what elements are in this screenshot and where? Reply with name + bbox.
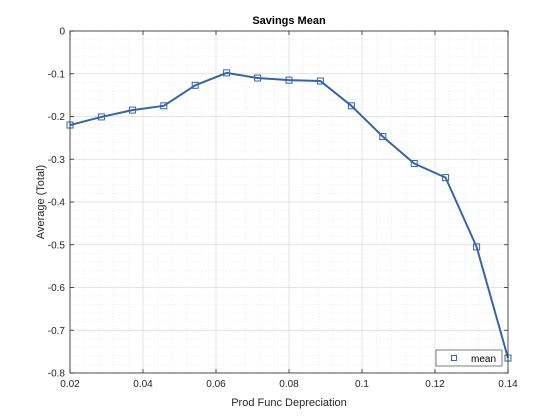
x-tick-label: 0.04 [133, 379, 153, 390]
y-tick-label: -0.8 [48, 369, 66, 380]
y-tick-label: -0.2 [48, 112, 66, 123]
y-axis-label: Average (Total) [35, 165, 47, 239]
chart-title: Savings Mean [252, 15, 326, 27]
x-axis-label: Prod Func Depreciation [231, 397, 347, 409]
x-tick-label: 0.08 [279, 379, 299, 390]
y-tick-label: -0.1 [48, 69, 66, 80]
x-tick-label: 0.06 [206, 379, 226, 390]
y-tick-label: -0.6 [48, 283, 66, 294]
y-tick-label: -0.7 [48, 326, 66, 337]
y-tick-label: 0 [59, 27, 65, 38]
x-tick-label: 0.14 [498, 379, 518, 390]
x-tick-label: 0.02 [60, 379, 80, 390]
x-tick-label: 0.1 [355, 379, 369, 390]
y-tick-labels: 0 -0.1 -0.2 -0.3 -0.4 -0.5 -0.6 -0.7 -0.8 [48, 27, 66, 380]
legend-label-mean: mean [471, 354, 496, 365]
x-tick-label: 0.12 [425, 379, 445, 390]
y-tick-label: -0.4 [48, 198, 66, 209]
y-tick-label: -0.3 [48, 155, 66, 166]
y-tick-label: -0.5 [48, 240, 66, 251]
legend: mean [436, 350, 502, 366]
